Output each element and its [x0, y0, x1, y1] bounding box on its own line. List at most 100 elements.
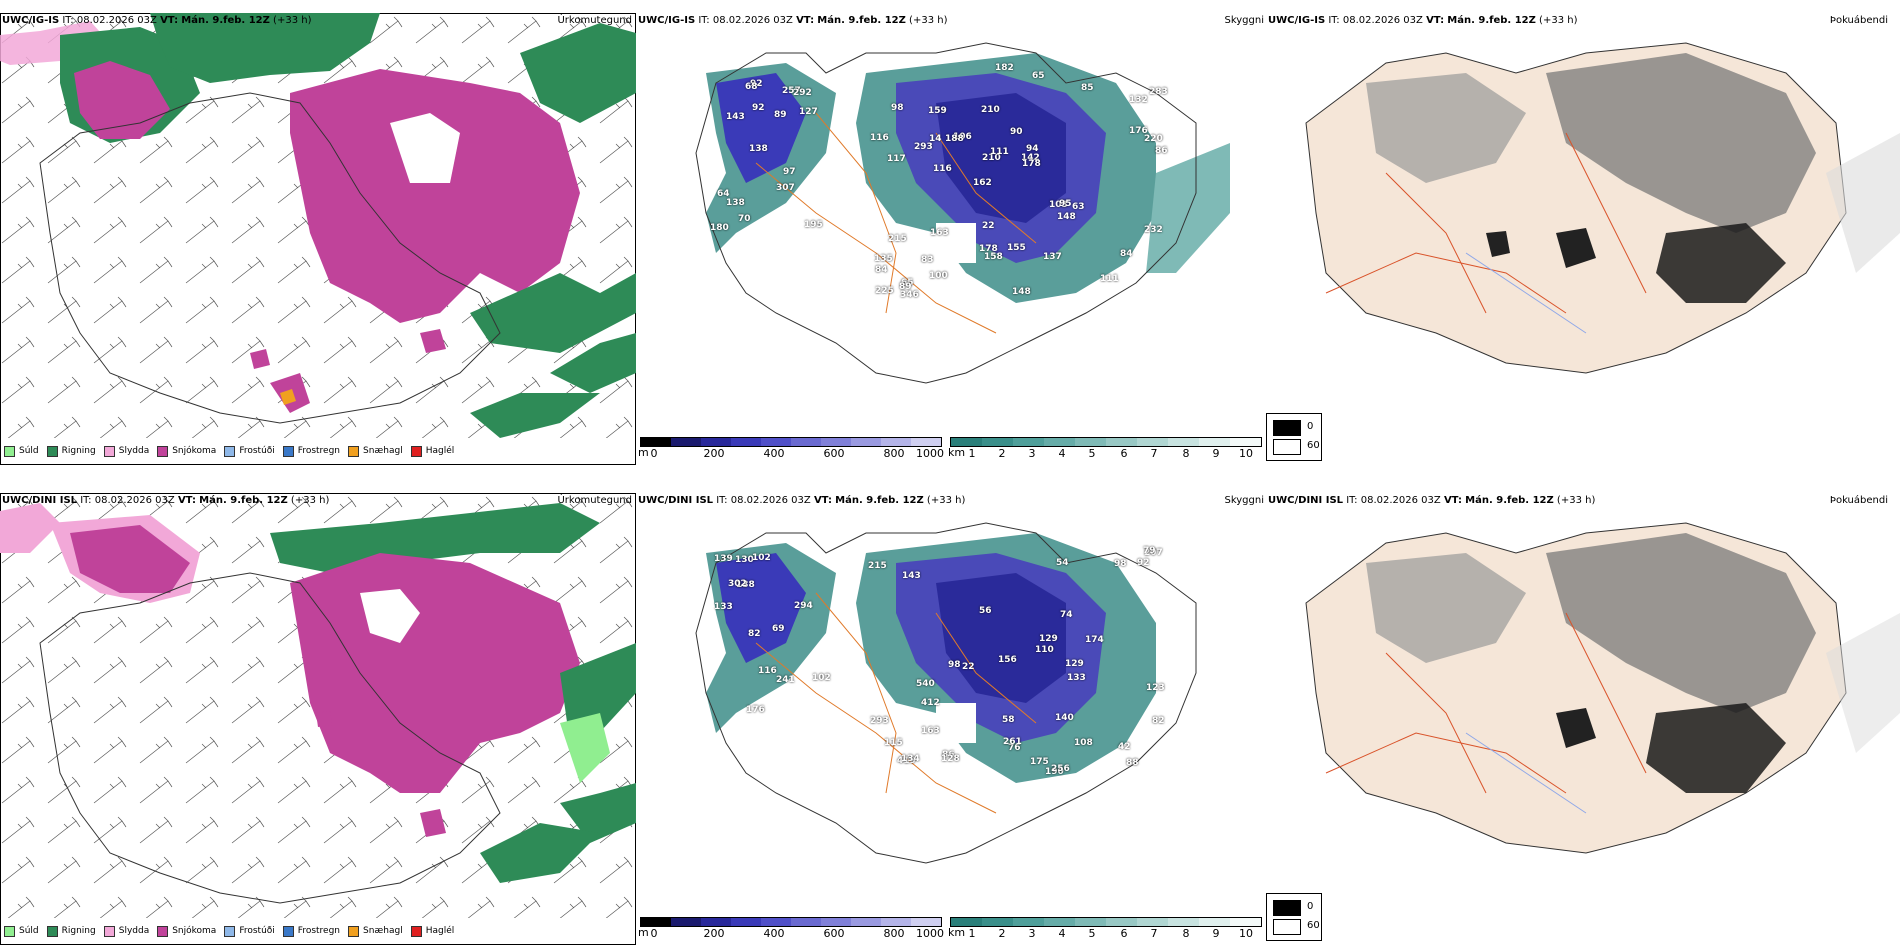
legend-swatch	[410, 445, 422, 457]
visibility-value-label: 163	[930, 228, 949, 238]
visibility-value-label: 412	[921, 698, 940, 708]
panel-header: UWC/DINI ISL IT: 08.02.2026 03Z VT: Mán.…	[2, 495, 330, 506]
tick-label: 8	[1182, 927, 1190, 940]
legend-item: Rigning	[46, 925, 96, 937]
visibility-value-label: 155	[1007, 243, 1026, 253]
legend-swatch	[410, 925, 422, 937]
visibility-value-label: 241	[776, 675, 795, 685]
tick-label: 7	[1150, 447, 1158, 460]
visibility-value-label: 419	[897, 756, 916, 766]
visibility-value-label: 225	[875, 286, 894, 296]
fog-legend-label: 60	[1307, 440, 1320, 451]
colorbar-segment	[1230, 438, 1261, 446]
panel-title: Úrkomutegund	[557, 495, 632, 506]
colorbar-segment	[881, 918, 911, 926]
colorbar-segment	[671, 438, 701, 446]
tick-label: 600	[823, 447, 845, 460]
colorbar-segment	[1044, 918, 1075, 926]
precip-map	[0, 13, 636, 438]
tick-label: 6	[1120, 927, 1128, 940]
tick-label: 10	[1239, 447, 1253, 460]
visibility-value-label: 261	[1003, 737, 1022, 747]
visibility-value-label: 98	[1114, 559, 1127, 569]
colorbar-segment	[1168, 438, 1199, 446]
colorbar-segment	[1199, 918, 1230, 926]
visibility-value-label: 133	[1067, 673, 1086, 683]
fog-legend-swatch-high	[1273, 420, 1301, 436]
colorbar-segment	[1168, 918, 1199, 926]
visibility-value-label: 70	[738, 214, 751, 224]
panel-header: UWC/IG-IS IT: 08.02.2026 03Z VT: Mán. 9.…	[2, 15, 312, 26]
visibility-value-label: 139	[714, 554, 733, 564]
colorbar-strip	[950, 917, 1262, 927]
visibility-value-label: 76	[1008, 743, 1021, 753]
visibility-value-label: 79	[1143, 546, 1156, 556]
visibility-value-label: 94	[1026, 144, 1039, 154]
visibility-value-label: 65	[901, 278, 914, 288]
colorbar-segment	[641, 918, 671, 926]
visibility-value-label: 68	[745, 82, 758, 92]
legend-item: Rigning	[46, 445, 96, 457]
colorbar-ticks: 0 200 400 600 800 1000	[640, 927, 945, 941]
visibility-value-label: 95	[1059, 199, 1072, 209]
colorbar-segment	[1075, 438, 1106, 446]
legend-swatch	[224, 445, 236, 457]
tick-label: 2	[998, 927, 1006, 940]
visibility-value-label: 84	[1120, 249, 1133, 259]
fog-legend-swatch-low	[1273, 439, 1301, 455]
visibility-value-label: 110	[1035, 645, 1054, 655]
visibility-value-label: 293	[870, 716, 889, 726]
fog-legend-label: 0	[1307, 901, 1314, 912]
panel-header: UWC/DINI ISL IT: 08.02.2026 03Z VT: Mán.…	[638, 495, 966, 506]
precip-legend: Súld Rigning Slydda Snjókoma Frostúði Fr…	[4, 443, 454, 459]
visibility-value-label: 64	[717, 189, 730, 199]
panel-visibility-row2: UWC/DINI ISL IT: 08.02.2026 03Z VT: Mán.…	[636, 493, 1266, 945]
visibility-value-label: 88	[1126, 758, 1139, 768]
visibility-value-label: 138	[736, 580, 755, 590]
tick-label: 400	[763, 447, 785, 460]
legend-item: Frostúði	[224, 445, 275, 457]
visibility-value-label: 14	[929, 134, 942, 144]
tick-label: 6	[1120, 447, 1128, 460]
tick-label: 200	[703, 447, 725, 460]
visibility-value-label: 175	[1030, 757, 1049, 767]
visibility-value-label: 163	[921, 726, 940, 736]
visibility-value-label: 215	[868, 561, 887, 571]
visibility-value-label: 307	[776, 183, 795, 193]
visibility-value-label: 232	[1144, 225, 1163, 235]
visibility-value-label: 156	[998, 655, 1017, 665]
colorbar-segment	[1044, 438, 1075, 446]
tick-label: 400	[763, 927, 785, 940]
legend-item: Snæhagl	[348, 925, 403, 937]
fog-legend-label: 60	[1307, 920, 1320, 931]
visibility-value-label: 174	[1085, 635, 1104, 645]
visibility-value-label: 86	[942, 750, 955, 760]
tick-label: 9	[1212, 447, 1220, 460]
visibility-value-label: 123	[1146, 683, 1165, 693]
visibility-value-label: 106	[953, 132, 972, 142]
visibility-value-label: 148	[1012, 287, 1031, 297]
visibility-value-label: 140	[1055, 713, 1074, 723]
legend-item: Súld	[4, 445, 39, 457]
panel-title: Skyggni	[1224, 15, 1264, 26]
visibility-value-label: 133	[714, 602, 733, 612]
visibility-value-label: 178	[1022, 159, 1041, 169]
visibility-value-label: 22	[962, 662, 975, 672]
visibility-value-label: 137	[1043, 252, 1062, 262]
visibility-value-label: 132	[1129, 95, 1148, 105]
tick-label: 3	[1028, 927, 1036, 940]
visibility-value-label: 207	[1144, 548, 1163, 558]
colorbar-segment	[791, 918, 821, 926]
panel-title: Þokuábendi	[1829, 15, 1888, 26]
legend-swatch	[46, 925, 58, 937]
panel-visibility-row1: UWC/IG-IS IT: 08.02.2026 03Z VT: Mán. 9.…	[636, 13, 1266, 465]
panel-precip-row1: UWC/IG-IS IT: 08.02.2026 03Z VT: Mán. 9.…	[0, 13, 636, 465]
visibility-value-label: 346	[900, 290, 919, 300]
colorbar-segment	[1013, 438, 1044, 446]
colorbar-segment	[1199, 438, 1230, 446]
visibility-value-label: 56	[979, 606, 992, 616]
tick-label: 8	[1182, 447, 1190, 460]
tick-label: 2	[998, 447, 1006, 460]
visibility-map	[636, 493, 1266, 913]
visibility-value-label: 102	[812, 673, 831, 683]
